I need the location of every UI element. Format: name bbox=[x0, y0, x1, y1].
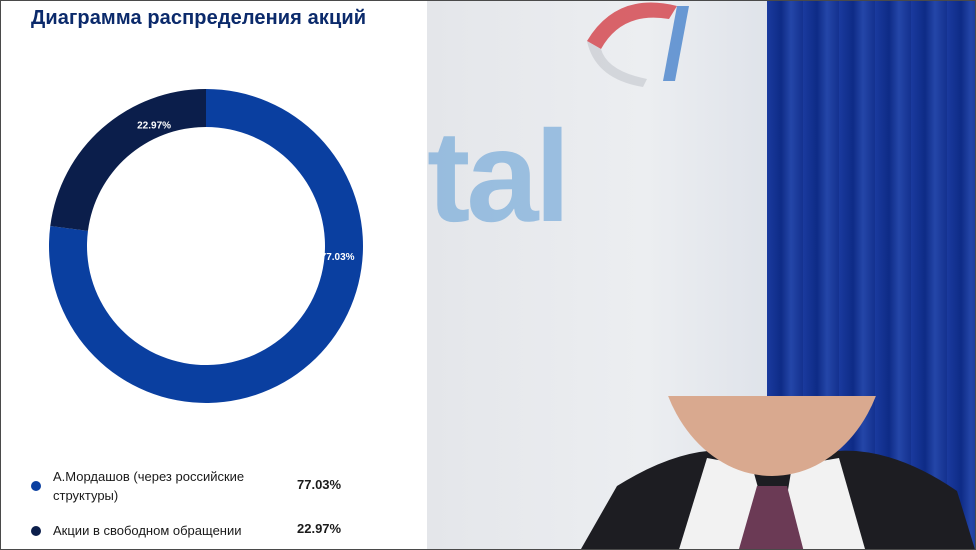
company-logo-mark bbox=[587, 2, 689, 87]
legend-swatch bbox=[31, 526, 41, 536]
donut-slice-label-1: 77.03% bbox=[321, 252, 355, 263]
donut-slice-label-2: 22.97% bbox=[137, 121, 171, 132]
person-silhouette bbox=[581, 396, 975, 549]
legend-item-mordashov: А.Мордашов (через российские структуры) … bbox=[31, 467, 411, 507]
legend-item-free-float: Акции в свободном обращении 22.97% bbox=[31, 521, 411, 541]
legend-label: Акции в свободном обращении bbox=[53, 523, 242, 538]
legend-value: 22.97% bbox=[297, 521, 342, 536]
portrait-photo: tal bbox=[427, 1, 975, 549]
chart-panel: Диаграмма распределения акций 77.03% 22.9… bbox=[1, 1, 427, 549]
donut-chart: 77.03% 22.97% bbox=[48, 89, 363, 403]
company-logo-text: tal bbox=[427, 103, 571, 249]
legend-label: А.Мордашов (через российские структуры) bbox=[53, 469, 245, 503]
chart-title: Диаграмма распределения акций bbox=[31, 7, 367, 29]
legend-value: 77.03% bbox=[297, 477, 342, 492]
chart-legend: А.Мордашов (через российские структуры) … bbox=[31, 467, 411, 549]
legend-swatch bbox=[31, 481, 41, 491]
donut-slice-2 bbox=[50, 89, 206, 231]
